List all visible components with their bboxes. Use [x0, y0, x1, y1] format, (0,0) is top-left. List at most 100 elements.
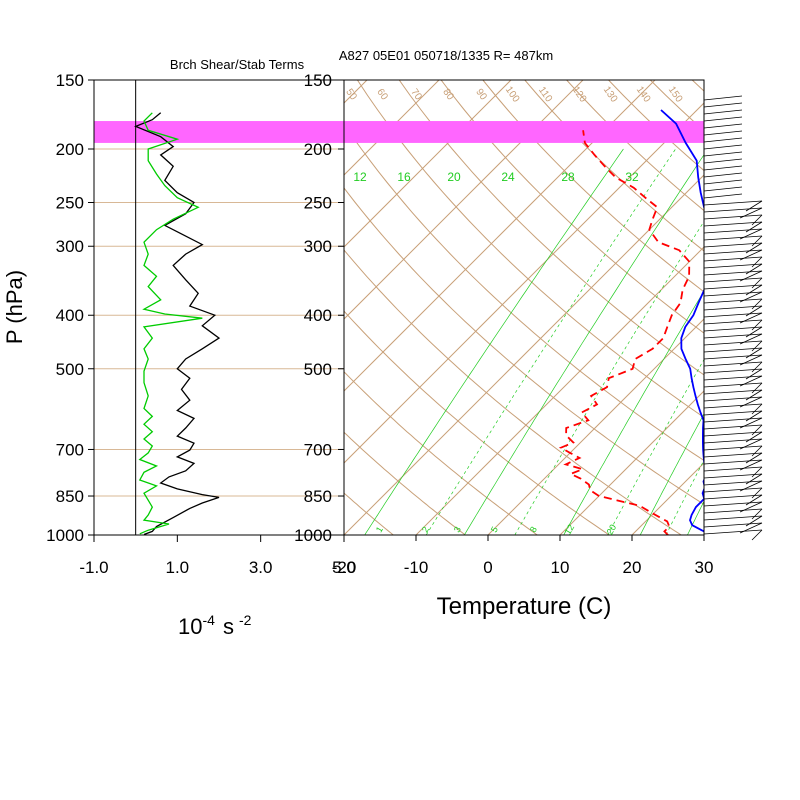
wind-barb: [703, 298, 763, 304]
isotherm-line: [344, 174, 704, 535]
wind-barb-flag: [751, 445, 763, 457]
temperature-tick-label: 30: [695, 558, 714, 577]
wind-barb: [703, 116, 743, 122]
mixing-ratio-label: 24: [501, 170, 515, 184]
dry-adiabat-line: [524, 80, 704, 252]
wind-barb: [703, 102, 743, 108]
wind-barb: [703, 172, 743, 178]
wind-barb: [703, 480, 763, 486]
pressure-tick-label: 150: [56, 71, 84, 90]
dry-adiabat-line: [344, 492, 394, 535]
mixing-ratio-line: [665, 459, 704, 535]
wind-barb-flag: [745, 389, 763, 401]
wind-barb-flag: [745, 410, 763, 422]
dry-adiabat-line: [482, 80, 704, 293]
mixing-ratio-label: 32: [625, 170, 639, 184]
wind-barb: [703, 109, 743, 115]
wind-barb: [703, 137, 743, 143]
wind-barb: [703, 319, 763, 325]
left-panel-title: Brch Shear/Stab Terms: [170, 57, 305, 72]
isotherm-line: [487, 318, 704, 535]
wind-barb: [703, 221, 763, 227]
wind-barbs: [703, 95, 763, 541]
isotherm-line: [344, 102, 704, 464]
wind-barb-flag: [751, 403, 763, 415]
dry-adiabat-line: [0, 80, 249, 535]
dry-adiabat-label: 90: [473, 87, 489, 103]
right-highlight-band: [344, 121, 704, 143]
wind-barb: [703, 242, 763, 248]
mixing-ratio-label: 20: [447, 170, 461, 184]
mixing-ratio-line: [563, 290, 704, 535]
wind-barb: [703, 410, 763, 416]
wind-barb: [703, 305, 763, 311]
wind-barb: [703, 382, 763, 388]
pressure-tick-label: 850: [304, 487, 332, 506]
wind-barb-flag: [745, 326, 763, 338]
pressure-tick-label: 150: [304, 71, 332, 90]
wind-barb-flag: [751, 235, 763, 247]
mixing-ratio-label: 20: [605, 523, 619, 537]
mixing-ratio-line: [514, 220, 704, 535]
dry-adiabat-label: 50: [343, 87, 359, 103]
left-x-tick-label: 5.0: [332, 558, 356, 577]
pressure-tick-label: 200: [56, 140, 84, 159]
wind-barb-flag: [751, 529, 763, 541]
left-x-unit-label: 10-4 s -2: [178, 612, 252, 639]
dry-adiabat-line: [344, 431, 466, 535]
left-x-tick-label: -1.0: [79, 558, 108, 577]
dry-adiabat-label: 100: [503, 85, 522, 105]
temperature-tick-label: 20: [623, 558, 642, 577]
wind-barb: [703, 130, 743, 136]
isotherm-line: [631, 462, 704, 535]
wind-barb-flag: [745, 431, 763, 443]
wind-barb-flag: [751, 277, 763, 289]
skewt-background-lines: [0, 80, 800, 535]
wind-barb-flag: [751, 214, 763, 226]
wind-barb-flag: [751, 466, 763, 478]
wind-barb: [703, 291, 763, 297]
skewt-panel-frame: [343, 79, 705, 536]
wind-barb: [703, 424, 763, 430]
mixing-ratio-label: 12: [563, 523, 577, 537]
wind-barb: [703, 179, 743, 185]
wind-barb: [703, 151, 743, 157]
dry-adiabat-line: [344, 310, 610, 535]
dry-adiabat-line: [649, 80, 704, 132]
wind-barb: [703, 256, 763, 262]
wind-barb: [703, 207, 763, 213]
wind-barb: [703, 214, 763, 220]
wind-barb: [703, 529, 763, 535]
dry-adiabat-line: [344, 123, 704, 462]
dry-adiabat-label: 140: [634, 85, 653, 105]
mixing-ratio-labels: 12 16 20 24 28 321 2 3 5 8 12 20: [353, 170, 639, 536]
wind-barb: [703, 452, 763, 458]
dry-adiabat-label: 130: [601, 85, 620, 105]
mixing-ratio-label: 5: [489, 525, 500, 534]
wind-barb: [703, 368, 763, 374]
wind-barb-flag: [745, 221, 763, 233]
wind-barb: [703, 473, 763, 479]
wind-barb-flag: [745, 515, 763, 527]
isotherm-line: [559, 390, 704, 535]
shear-line: [138, 112, 203, 535]
wind-barb-flag: [751, 298, 763, 310]
mixing-ratio-line: [639, 413, 704, 535]
wind-barb: [703, 522, 763, 528]
mixing-ratio-label: 8: [528, 525, 539, 534]
wind-barb: [703, 277, 763, 283]
wind-barb-flag: [751, 382, 763, 394]
wind-barb: [703, 494, 763, 500]
mixing-ratio-line: [364, 148, 624, 535]
isotherm-line: [344, 80, 656, 392]
dry-adiabat-line: [398, 80, 704, 376]
pressure-tick-label: 400: [304, 306, 332, 325]
dry-adiabat-line: [776, 80, 800, 535]
wind-barb: [703, 445, 763, 451]
wind-barb-flag: [751, 361, 763, 373]
wind-barb: [703, 508, 763, 514]
pressure-tick-label: 1000: [46, 526, 84, 545]
isotherm-line: [703, 534, 704, 535]
pressure-tick-label: 850: [56, 487, 84, 506]
